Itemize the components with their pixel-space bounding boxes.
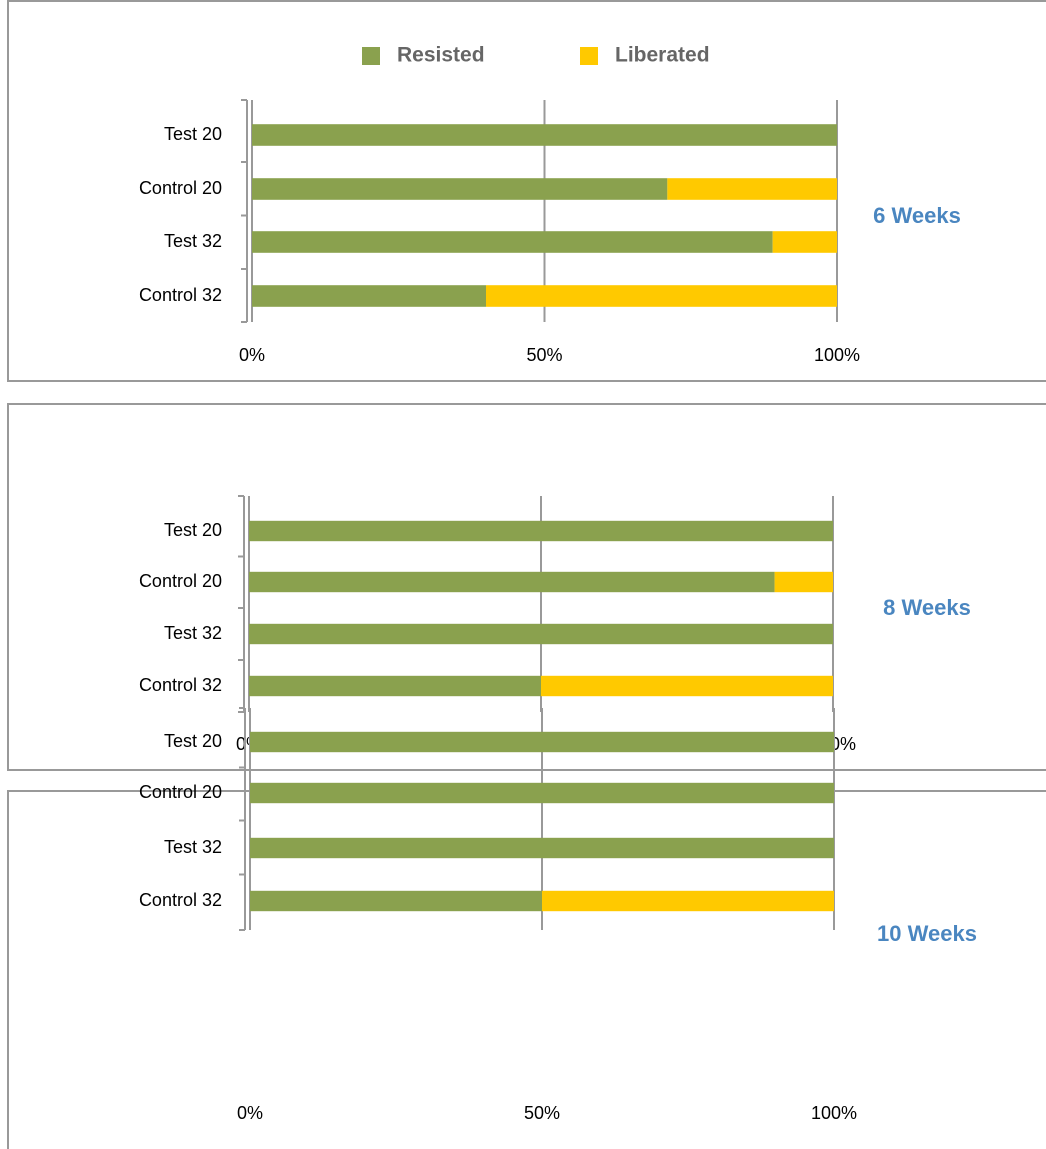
bar-segment (250, 731, 834, 753)
x-tick-label: 0% (237, 1103, 263, 1123)
y-tick-label: Test 20 (164, 124, 222, 144)
y-tick-label: Test 20 (164, 731, 222, 751)
y-tick-label: Control 32 (139, 890, 222, 910)
y-tick-label: Control 20 (139, 571, 222, 591)
bar-segment (249, 571, 775, 593)
x-tick-label: 100% (814, 345, 860, 365)
bar-segment (252, 231, 773, 253)
x-tick-label: 50% (526, 345, 562, 365)
bar-segment (250, 782, 834, 804)
y-tick-label: Test 32 (164, 623, 222, 643)
x-tick-label: 50% (524, 1103, 560, 1123)
x-tick-label: 100% (811, 1103, 857, 1123)
annotation: 10 Weeks (877, 921, 977, 946)
x-tick-label: 0% (239, 345, 265, 365)
y-tick-label: Test 32 (164, 231, 222, 251)
bar-segment (541, 675, 833, 697)
y-tick-label: Control 32 (139, 675, 222, 695)
annotation: 6 Weeks (873, 203, 961, 228)
bar-segment (252, 285, 486, 307)
legend-swatch (362, 47, 380, 65)
bar-segment (542, 890, 834, 912)
bar-segment (667, 178, 837, 200)
y-tick-label: Test 32 (164, 837, 222, 857)
y-tick-label: Control 20 (139, 178, 222, 198)
y-tick-label: Control 20 (139, 782, 222, 802)
panel-frame (7, 0, 1046, 382)
bar-segment (249, 623, 833, 645)
bar-segment (772, 231, 837, 253)
bar-segment (774, 571, 833, 593)
legend-swatch (580, 47, 598, 65)
bar-segment (486, 285, 837, 307)
bar-segment (252, 178, 668, 200)
bar-segment (250, 837, 834, 859)
legend-label: Resisted (397, 44, 485, 67)
bar-segment (249, 675, 541, 697)
y-tick-label: Control 32 (139, 285, 222, 305)
bar-segment (252, 124, 837, 146)
legend-label: Liberated (615, 44, 710, 67)
y-tick-label: Test 20 (164, 520, 222, 540)
panel-frame (7, 403, 1046, 771)
bar-segment (250, 890, 542, 912)
bar-segment (249, 520, 833, 542)
annotation: 8 Weeks (883, 595, 971, 620)
